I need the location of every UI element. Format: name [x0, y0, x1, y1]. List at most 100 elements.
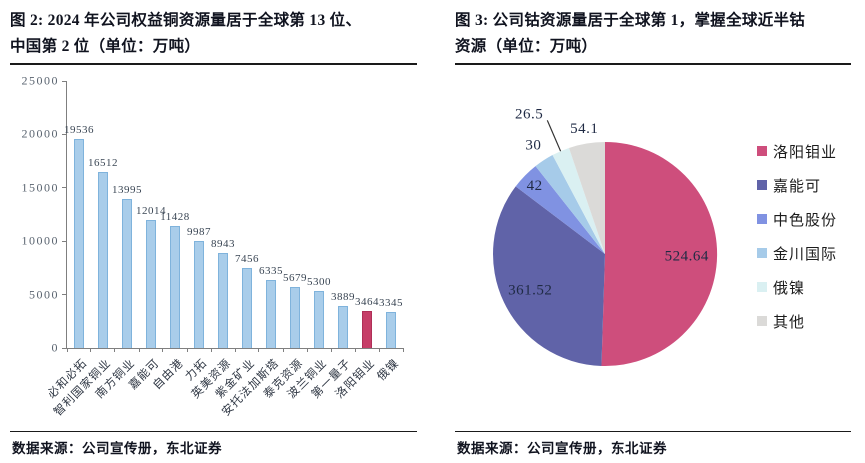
pie-slice-俄镍 — [552, 147, 605, 254]
pie-slice-中色股份 — [515, 166, 605, 254]
y-axis-label: 10000 — [21, 233, 59, 248]
x-axis-tick — [282, 348, 284, 352]
x-axis-tick — [402, 348, 404, 352]
bar — [290, 287, 300, 348]
x-axis-tick — [330, 348, 332, 352]
y-axis-label: 25000 — [21, 73, 59, 88]
x-axis-tick — [90, 348, 92, 352]
x-axis-tick — [378, 348, 380, 352]
legend-item-金川国际: 金川国际 — [757, 243, 837, 264]
pie-value-label: 26.5 — [515, 106, 543, 122]
pie-leader-line — [546, 120, 562, 152]
x-axis-tick — [234, 348, 236, 352]
bar-value-label: 19536 — [64, 124, 94, 137]
pie-slice-嘉能可 — [493, 186, 605, 366]
bar-slot: 3464 洛阳钼业 — [334, 81, 379, 401]
figure2-title-rule — [10, 63, 417, 65]
y-axis-tick — [62, 294, 67, 296]
pie-legend: 洛阳钼业嘉能可中色股份金川国际俄镍其他 — [757, 141, 837, 332]
x-axis-tick — [186, 348, 188, 352]
bar — [314, 291, 324, 348]
copper-bar-chart: 0 5000 10000 15000 20000 25000 19536 必和必拓 16512 智… — [10, 65, 417, 431]
bar — [338, 306, 348, 348]
category-label: 俄镍 — [375, 357, 402, 384]
legend-label: 嘉能可 — [773, 178, 822, 195]
y-axis-tick — [62, 240, 67, 242]
pie-slice-金川国际 — [535, 155, 605, 254]
bar — [122, 198, 132, 348]
figure2-source: 数据来源：公司宣传册，东北证券 — [12, 441, 222, 456]
bar-value-label: 7456 — [235, 253, 259, 266]
legend-item-其他: 其他 — [757, 311, 837, 332]
x-axis-tick — [306, 348, 308, 352]
bar-slot: 5300 波兰铜业 — [286, 81, 331, 401]
bar — [242, 268, 252, 348]
cobalt-pie-chart: 524.64 361.52 42 30 26.5 54.1 洛阳钼业 嘉能可 中色股份 金川国际… — [455, 65, 851, 431]
y-axis-label: 0 — [51, 340, 59, 355]
bar-value-label: 3345 — [378, 297, 403, 310]
legend-label: 俄镍 — [773, 280, 806, 297]
x-axis-tick — [114, 348, 116, 352]
legend-item-中色股份: 中色股份 — [757, 209, 837, 230]
bar — [146, 219, 156, 348]
y-axis-tick — [62, 133, 67, 135]
bar-value-label: 8943 — [211, 237, 235, 250]
pie-value-label: 524.64 — [665, 248, 709, 264]
bar — [218, 252, 228, 348]
pie-canvas: 524.64 361.52 42 30 26.5 54.1 — [493, 106, 718, 366]
figure3-section: 图 3: 公司钴资源量居于全球第 1，掌握全球近半钴 资源（单位：万吨） 524… — [433, 0, 865, 463]
pie-slice-洛阳钼业 — [601, 141, 718, 366]
bar-value-label: 12014 — [136, 204, 166, 217]
figure2-source-rule — [10, 431, 417, 432]
bar-value-label: 5300 — [307, 276, 331, 289]
bar — [385, 312, 396, 348]
bar-value-label: 3464 — [355, 296, 379, 309]
bar-slot: 11428 自由港 — [151, 81, 190, 392]
x-axis-tick — [138, 348, 140, 352]
bar — [98, 171, 108, 348]
legend-swatch — [757, 316, 767, 326]
legend-label: 洛阳钼业 — [773, 144, 838, 161]
figure3-source: 数据来源：公司宣传册，东北证券 — [457, 441, 667, 456]
y-axis-label: 5000 — [29, 287, 59, 302]
bar-value-label: 6335 — [259, 265, 283, 278]
pie-slice-其他 — [569, 142, 605, 254]
pie-value-label: 54.1 — [570, 121, 598, 137]
x-axis-tick — [210, 348, 212, 352]
bar-plot: 0 5000 10000 15000 20000 25000 19536 必和必拓 16512 智… — [22, 74, 404, 419]
bar-slot: 9987 力拓 — [183, 81, 211, 383]
bar-value-label: 9987 — [187, 226, 211, 239]
bar-slot: 7456 紫金矿业 — [214, 81, 259, 401]
legend-swatch — [757, 214, 767, 224]
bar — [194, 241, 204, 348]
figure3-title-rule — [455, 63, 851, 65]
bar-slot: 8943 英美资源 — [190, 81, 235, 401]
bar-value-label: 11428 — [160, 210, 190, 223]
bar-slot: 6335 安托法加斯塔 — [220, 81, 283, 418]
x-axis-tick — [66, 348, 68, 352]
x-axis-tick — [162, 348, 164, 352]
bar-value-label: 5679 — [283, 272, 307, 285]
figure2-title-line1: 图 2: 2024 年公司权益铜资源量居于全球第 13 位、 — [10, 12, 362, 29]
legend-item-洛阳钼业: 洛阳钼业 — [757, 141, 837, 162]
x-axis-tick — [354, 348, 356, 352]
legend-item-俄镍: 俄镍 — [757, 277, 837, 298]
pie-wrap: 524.64 361.52 42 30 26.5 54.1 洛阳钼业 嘉能可 中色股份 金川国际… — [455, 65, 851, 431]
bar-value-label: 13995 — [112, 183, 142, 196]
figure2-title: 图 2: 2024 年公司权益铜资源量居于全球第 13 位、 中国第 2 位（单… — [10, 8, 417, 60]
y-axis-label: 15000 — [21, 180, 59, 195]
bar-slot: 3345 俄镍 — [375, 81, 403, 383]
pie-value-label: 42 — [527, 178, 543, 194]
bar — [362, 311, 372, 348]
legend-swatch — [757, 282, 767, 292]
bar-slot: 19536 必和必拓 — [46, 81, 94, 401]
legend-label: 中色股份 — [773, 212, 838, 229]
bar-value-label: 16512 — [88, 156, 118, 169]
pie-value-label: 361.52 — [508, 283, 552, 299]
figure2-section: 图 2: 2024 年公司权益铜资源量居于全球第 13 位、 中国第 2 位（单… — [10, 8, 417, 456]
legend-item-嘉能可: 嘉能可 — [757, 175, 837, 196]
legend-swatch — [757, 248, 767, 258]
figure3-title-line1: 图 3: 公司钴资源量居于全球第 1，掌握全球近半钴 — [455, 12, 806, 29]
figure3-title-line2: 资源（单位：万吨） — [455, 38, 598, 55]
